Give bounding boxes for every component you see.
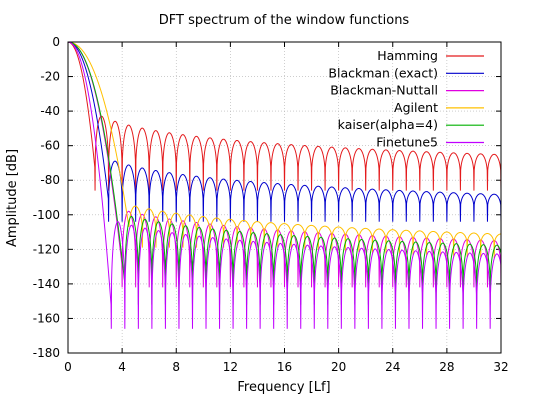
- x-tick-label: 0: [64, 360, 72, 374]
- x-tick-label: 32: [493, 360, 508, 374]
- y-tick-label: -180: [33, 346, 60, 360]
- legend-label: Blackman-Nuttall: [330, 83, 438, 98]
- legend-label: Agilent: [394, 100, 438, 115]
- plot-border: [67, 41, 502, 354]
- y-tick-label: -100: [33, 208, 60, 222]
- series-line: [68, 42, 501, 222]
- legend-label: kaiser(alpha=4): [338, 117, 438, 132]
- y-tick-label: -60: [40, 139, 60, 153]
- series-line: [68, 42, 501, 191]
- x-tick-label: 16: [277, 360, 292, 374]
- x-axis-label: Frequency [Lf]: [237, 380, 330, 395]
- x-tick-label: 24: [385, 360, 400, 374]
- y-tick-label: -160: [33, 311, 60, 325]
- y-tick-label: 0: [52, 35, 60, 49]
- legend-label: Finetune5: [376, 135, 438, 150]
- series-line: [68, 42, 501, 288]
- y-axis-label: Amplitude [dB]: [5, 149, 20, 247]
- x-tick-label: 12: [223, 360, 238, 374]
- tick-labels: 0 4 8 12 16 20 24 28 32 0 -20 -40 -60 -80 -100 -120 -140…: [33, 35, 509, 374]
- legend-label: Hamming: [377, 48, 438, 63]
- x-tick-label: 20: [331, 360, 346, 374]
- x-tick-label: 8: [172, 360, 180, 374]
- x-tick-label: 28: [439, 360, 454, 374]
- y-tick-label: -140: [33, 277, 60, 291]
- y-tick-label: -80: [40, 173, 60, 187]
- legend-label: Blackman (exact): [328, 65, 438, 80]
- y-tick-label: -40: [40, 104, 60, 118]
- y-tick-label: -20: [40, 70, 60, 84]
- legend: Hamming Blackman (exact) Blackman-Nuttall A…: [328, 48, 484, 150]
- x-tick-label: 4: [118, 360, 126, 374]
- series-line: [68, 42, 501, 329]
- y-tick-label: -120: [33, 242, 60, 256]
- series-group: [68, 42, 501, 329]
- series-line: [68, 42, 501, 305]
- series-line: [68, 42, 501, 258]
- chart-title: DFT spectrum of the window functions: [159, 13, 410, 28]
